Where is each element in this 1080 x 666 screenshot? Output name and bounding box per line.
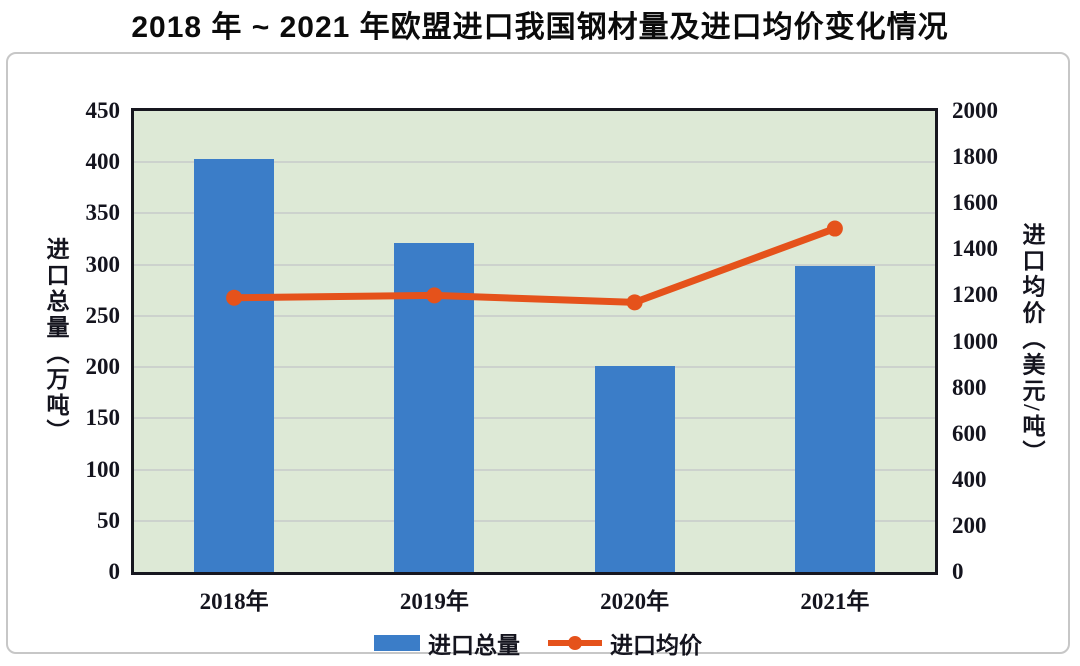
right-axis-tick: 600 xyxy=(952,420,987,446)
price-line xyxy=(230,225,839,306)
gridline xyxy=(134,417,935,420)
left-axis-tick: 300 xyxy=(85,251,121,277)
left-axis-tick: 250 xyxy=(85,302,121,328)
left-axis-tick: 100 xyxy=(85,456,121,482)
right-axis-tick: 1400 xyxy=(952,236,998,262)
x-axis-label-2020年: 2020年 xyxy=(600,589,670,614)
right-axis-tick: 1800 xyxy=(952,144,998,170)
left-axis-tick: 0 xyxy=(108,559,121,584)
right-axis-title: 进口均价（美元/吨） xyxy=(1019,222,1044,466)
legend: 进口总量 进口均价 xyxy=(374,626,702,660)
chart-title: 2018 年 ~ 2021 年欧盟进口我国钢材量及进口均价变化情况 xyxy=(131,11,949,44)
legend-label: 进口总量 xyxy=(428,633,520,658)
legend-label: 进口均价 xyxy=(610,633,702,658)
left-axis-tick: 50 xyxy=(97,507,120,533)
left-axis-title: 进口总量（万吨） xyxy=(43,237,68,445)
right-axis-tick: 2000 xyxy=(952,98,998,123)
import-volume-bar-2018年 xyxy=(194,159,275,572)
left-axis-tick: 400 xyxy=(85,149,121,175)
gridline xyxy=(134,161,935,164)
x-axis-label-2019年: 2019年 xyxy=(399,589,469,614)
gridline xyxy=(134,366,935,369)
left-axis-tick: 150 xyxy=(85,405,121,431)
import-volume-bar-2021年 xyxy=(794,265,875,572)
price-marker-2020年 xyxy=(626,294,643,311)
right-axis-tick: 400 xyxy=(952,466,987,492)
legend-item-price: 进口均价 xyxy=(548,626,702,660)
gridline xyxy=(134,519,935,522)
left-axis-tick: 350 xyxy=(85,200,121,226)
import-volume-bar-2020年 xyxy=(594,366,675,572)
left-axis-tick: 200 xyxy=(85,354,121,380)
price-marker-2019年 xyxy=(426,287,443,304)
right-axis-tick: 200 xyxy=(952,512,987,538)
legend-line-swatch-icon xyxy=(548,635,602,651)
right-axis-tick: 0 xyxy=(952,559,964,584)
price-line-layer xyxy=(226,220,843,311)
gridline xyxy=(134,468,935,471)
right-axis-tick: 1600 xyxy=(952,190,998,216)
plot-area xyxy=(131,108,938,575)
price-marker-2018年 xyxy=(226,289,243,306)
gridline xyxy=(134,314,935,317)
gridline xyxy=(134,212,935,215)
right-axis-tick: 1000 xyxy=(952,328,998,354)
legend-bar-swatch-icon xyxy=(374,635,420,651)
chart-card: 0 50 100 150 200 250 300 350 400 450 0 200 400 600 80… xyxy=(6,52,1070,658)
x-axis-label-2018年: 2018年 xyxy=(199,589,269,614)
x-axis-label-2021年: 2021年 xyxy=(800,589,870,614)
left-axis-tick: 450 xyxy=(85,98,121,123)
right-axis-tick: 1200 xyxy=(952,282,998,308)
right-axis-tick: 800 xyxy=(952,374,987,400)
price-marker-2021年 xyxy=(826,220,843,237)
gridline xyxy=(134,263,935,266)
legend-item-volume: 进口总量 xyxy=(374,626,520,660)
